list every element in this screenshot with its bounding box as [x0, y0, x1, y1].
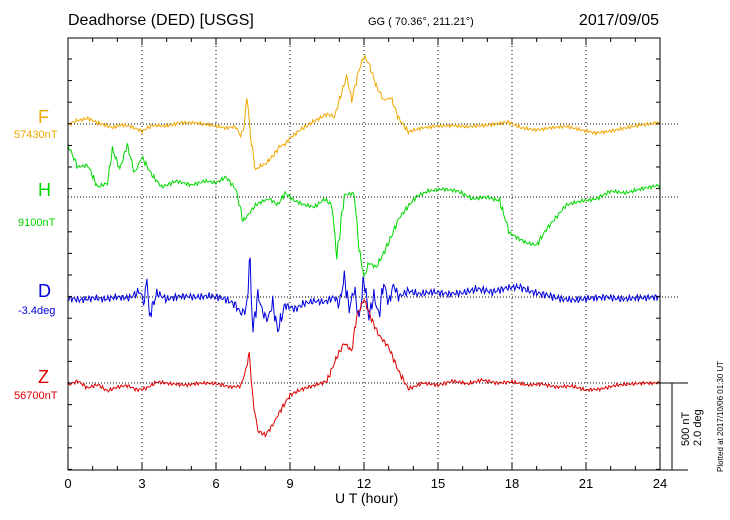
chart-date: 2017/09/05 — [578, 12, 659, 29]
series-line-z — [67, 298, 661, 438]
chart-title: Deadhorse (DED) [USGS] — [68, 12, 254, 29]
station-coords: GG ( 70.36°, 211.21°) — [368, 16, 474, 28]
channel-label-h: H — [38, 180, 51, 200]
x-tick-label: 9 — [286, 476, 293, 491]
scale-nt-label: 500 nT — [680, 411, 692, 446]
scale-deg-label: 2.0 deg — [692, 409, 704, 446]
series-line-d — [67, 257, 661, 333]
baseline-label-f: 57430nT — [14, 129, 58, 141]
x-tick-label: 21 — [579, 476, 593, 491]
x-tick-label: 12 — [357, 476, 371, 491]
x-tick-label: 15 — [431, 476, 445, 491]
baseline-label-z: 56700nT — [14, 390, 58, 402]
scale-bar — [660, 382, 688, 471]
series-line-f — [67, 54, 661, 171]
x-tick-label: 6 — [212, 476, 219, 491]
x-axis-label: U T (hour) — [335, 490, 399, 506]
plotted-timestamp: Plotted at 2017/10/06 01:30 UT — [716, 360, 725, 472]
x-tick-label: 18 — [505, 476, 519, 491]
baseline-label-h: 9100nT — [18, 217, 56, 229]
axis-ticks — [67, 38, 661, 470]
channel-label-z: Z — [38, 367, 49, 387]
grid-lines — [141, 38, 587, 470]
channel-label-f: F — [38, 107, 49, 127]
x-tick-labels: 0 3 6 9 12 15 18 21 24 — [64, 476, 667, 491]
series-line-h — [67, 142, 661, 277]
channel-label-d: D — [38, 281, 51, 301]
baselines — [68, 123, 680, 384]
baseline-label-d: -3.4deg — [18, 305, 56, 317]
traces — [67, 54, 661, 438]
x-tick-label: 0 — [64, 476, 71, 491]
x-tick-label: 24 — [653, 476, 667, 491]
x-tick-label: 3 — [138, 476, 145, 491]
